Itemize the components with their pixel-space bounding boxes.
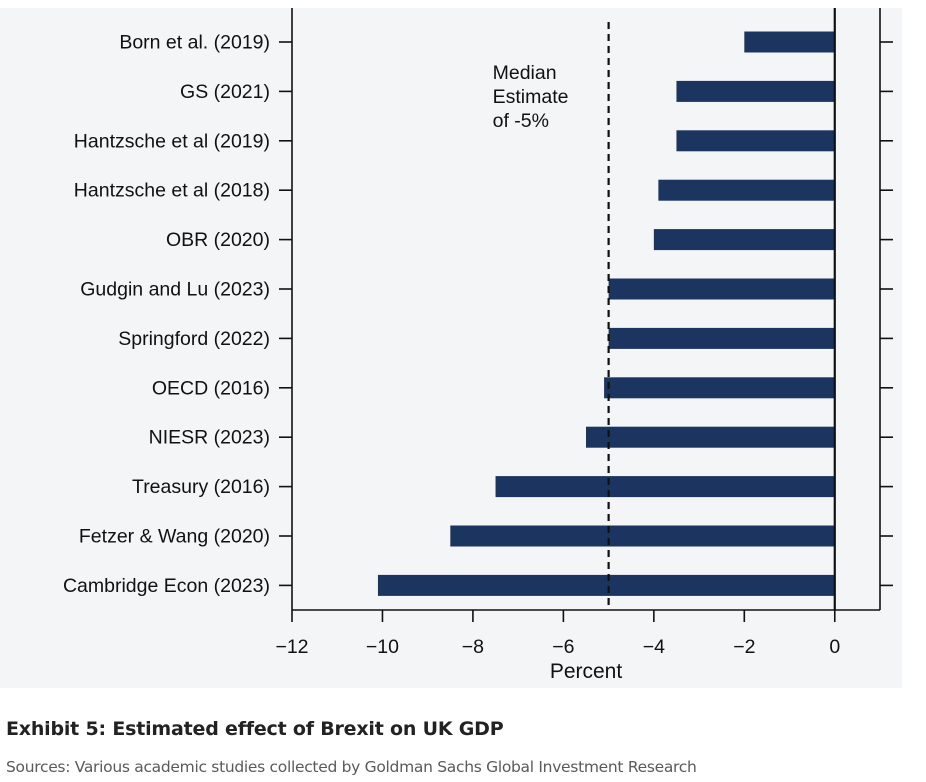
bar bbox=[608, 327, 835, 349]
x-axis-title: Percent bbox=[550, 660, 623, 683]
median-annotation: Estimate bbox=[493, 86, 569, 108]
median-annotation: of -5% bbox=[493, 110, 549, 132]
bar bbox=[450, 525, 835, 547]
bar bbox=[604, 377, 835, 399]
category-label: NIESR (2023) bbox=[149, 427, 270, 449]
bar bbox=[653, 229, 835, 251]
category-label: Hantzsche et al (2019) bbox=[74, 130, 270, 152]
x-tick-label: −10 bbox=[366, 636, 399, 658]
category-label: Hantzsche et al (2018) bbox=[74, 180, 270, 202]
bar bbox=[608, 278, 835, 300]
brexit-gdp-bar-chart: Born et al. (2019) GS (2021) Hantzsche et … bbox=[63, 8, 893, 683]
bar bbox=[495, 476, 835, 498]
category-label: GS (2021) bbox=[180, 81, 270, 103]
category-label: Fetzer & Wang (2020) bbox=[79, 526, 270, 548]
category-label: OBR (2020) bbox=[166, 229, 270, 251]
bar bbox=[658, 179, 835, 201]
bar bbox=[744, 31, 835, 53]
x-tick-label: −6 bbox=[552, 636, 574, 658]
x-tick-label: −4 bbox=[643, 636, 665, 658]
bar bbox=[676, 130, 835, 152]
category-label: Cambridge Econ (2023) bbox=[63, 575, 270, 597]
category-label: Gudgin and Lu (2023) bbox=[80, 279, 270, 301]
category-label: Born et al. (2019) bbox=[119, 32, 270, 54]
bar bbox=[586, 426, 835, 448]
x-tick-label: −8 bbox=[462, 636, 484, 658]
exhibit-title: Exhibit 5: Estimated effect of Brexit on… bbox=[6, 718, 504, 740]
x-tick-label: −2 bbox=[733, 636, 755, 658]
category-label: OECD (2016) bbox=[152, 377, 270, 399]
x-tick-label: 0 bbox=[829, 636, 840, 658]
median-annotation: Median bbox=[493, 62, 557, 84]
x-tick-label: −12 bbox=[275, 636, 308, 658]
exhibit-source: Sources: Various academic studies collec… bbox=[6, 758, 697, 776]
bar bbox=[377, 574, 835, 596]
chart-panel: Born et al. (2019) GS (2021) Hantzsche et … bbox=[0, 8, 902, 688]
category-label: Treasury (2016) bbox=[132, 476, 270, 498]
category-label: Springford (2022) bbox=[118, 328, 270, 350]
bar bbox=[676, 80, 835, 102]
